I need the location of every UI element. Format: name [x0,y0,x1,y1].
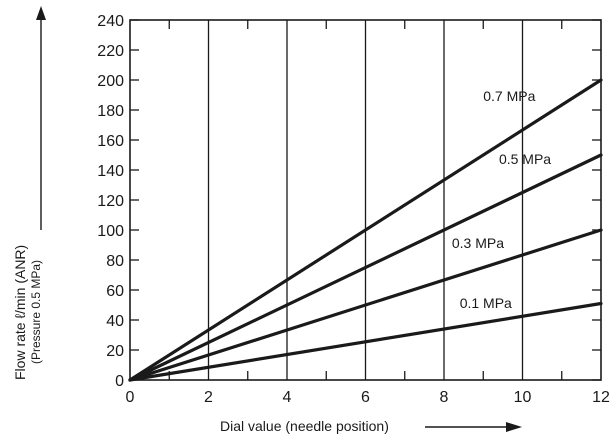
y-axis-note: (Pressure 0.5 MPa) [29,260,43,364]
series-label: 0.7 MPa [483,88,535,104]
y-tick-label: 160 [97,133,124,150]
x-tick-label: 6 [361,389,370,406]
y-tick-label: 40 [106,313,124,330]
y-tick-label: 140 [97,163,124,180]
grid-layer [207,20,524,380]
series-line [128,301,603,382]
y-tick-label: 60 [106,283,124,300]
y-tick-label: 120 [97,193,124,210]
x-tick-label: 4 [283,389,292,406]
series-label: 0.1 MPa [460,295,512,311]
y-tick-label: 180 [97,103,124,120]
label-layer: 0 20 40 60 80 100 120 140 160 180 200 220 240 0 2 4 6 8 10… [97,13,610,406]
x-axis-label: Dial value (needle position) [220,418,389,434]
x-tick-label: 12 [592,389,610,406]
series-line [128,153,603,382]
y-tick-label: 0 [115,373,124,390]
series-line [128,228,603,382]
series-label: 0.3 MPa [452,235,504,251]
series-line [128,78,603,382]
x-tick-label: 2 [204,389,213,406]
x-tick-label: 8 [440,389,449,406]
x-axis-arrowhead-icon [506,422,522,432]
series-layer [128,78,603,382]
y-tick-label: 240 [97,13,124,30]
plot-frame [129,19,602,381]
y-tick-label: 80 [106,253,124,270]
x-tick-label: 10 [514,389,532,406]
y-axis-arrowhead-icon [36,6,46,20]
y-axis-label: Flow rate ℓ/min (ANR) [12,245,28,380]
y-tick-label: 100 [97,223,124,240]
x-tick-label: 0 [126,389,135,406]
y-tick-label: 20 [106,343,124,360]
series-label: 0.5 MPa [499,151,551,167]
y-tick-label: 200 [97,73,124,90]
y-tick-label: 220 [97,43,124,60]
